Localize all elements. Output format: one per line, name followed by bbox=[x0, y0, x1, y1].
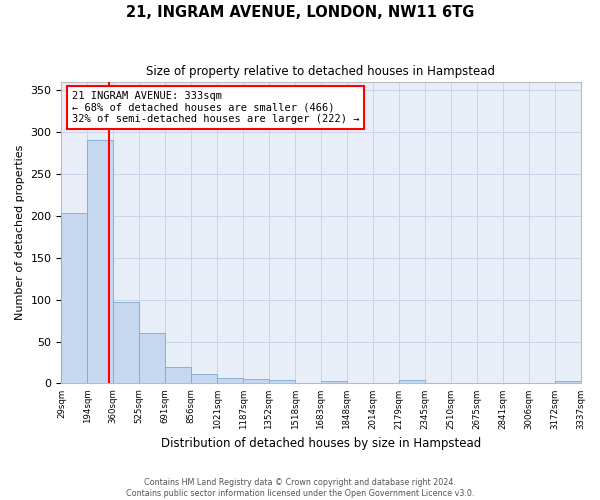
Bar bbox=[61, 212, 87, 384]
Text: Contains HM Land Registry data © Crown copyright and database right 2024.
Contai: Contains HM Land Registry data © Crown c… bbox=[126, 478, 474, 498]
Bar bbox=[139, 333, 165, 384]
Bar bbox=[217, 378, 243, 384]
Bar bbox=[399, 380, 425, 384]
Text: 21, INGRAM AVENUE, LONDON, NW11 6TG: 21, INGRAM AVENUE, LONDON, NW11 6TG bbox=[126, 5, 474, 20]
Bar bbox=[113, 302, 139, 384]
Bar bbox=[321, 381, 347, 384]
Title: Size of property relative to detached houses in Hampstead: Size of property relative to detached ho… bbox=[146, 65, 496, 78]
X-axis label: Distribution of detached houses by size in Hampstead: Distribution of detached houses by size … bbox=[161, 437, 481, 450]
Bar bbox=[243, 379, 269, 384]
Y-axis label: Number of detached properties: Number of detached properties bbox=[15, 145, 25, 320]
Bar bbox=[191, 374, 217, 384]
Bar bbox=[87, 140, 113, 384]
Text: 21 INGRAM AVENUE: 333sqm
← 68% of detached houses are smaller (466)
32% of semi-: 21 INGRAM AVENUE: 333sqm ← 68% of detach… bbox=[72, 91, 359, 124]
Bar bbox=[554, 381, 581, 384]
Bar bbox=[165, 366, 191, 384]
Bar bbox=[269, 380, 295, 384]
